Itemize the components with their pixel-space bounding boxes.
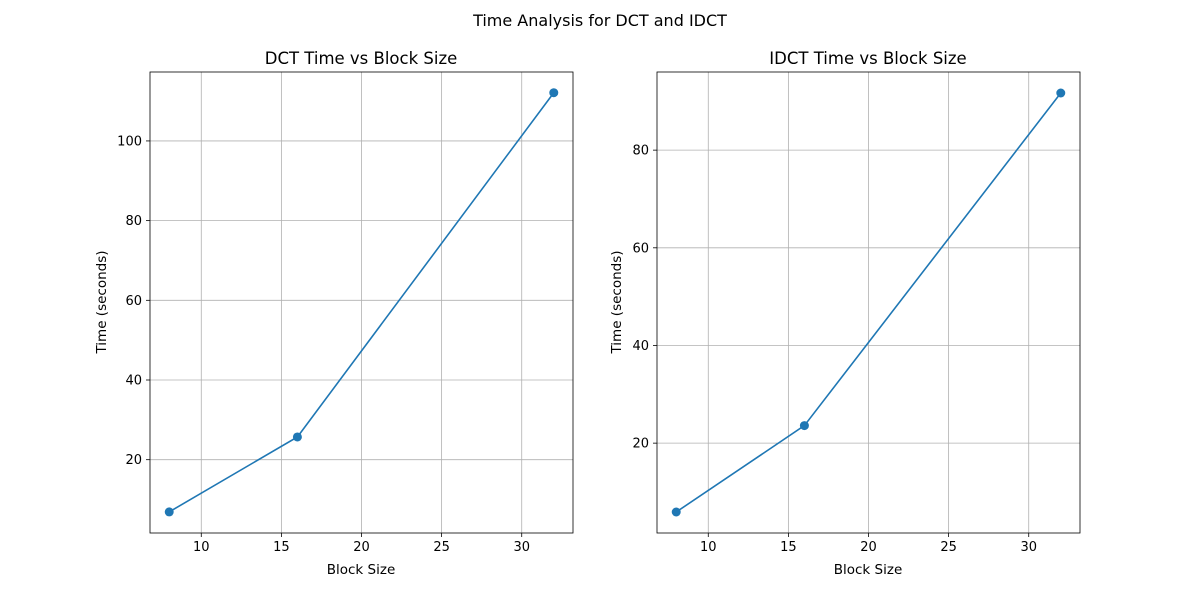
idct-y-axis-label: Time (seconds): [609, 250, 625, 354]
idct-x-tick-label: 25: [940, 540, 957, 555]
dct-data-point: [164, 507, 174, 517]
idct-data-point: [671, 507, 681, 517]
idct-x-tick-label: 20: [860, 540, 877, 555]
idct-y-tick-label: 40: [632, 339, 649, 354]
dct-x-axis-label: Block Size: [327, 562, 396, 578]
idct-y-tick-label: 60: [632, 241, 649, 256]
idct-y-tick-label: 20: [632, 437, 649, 452]
idct-x-tick-label: 10: [700, 540, 717, 555]
idct-data-point: [1056, 88, 1066, 98]
idct-x-axis-label: Block Size: [834, 562, 903, 578]
dct-y-tick-label: 20: [125, 453, 142, 468]
dct-y-axis-label: Time (seconds): [94, 250, 110, 354]
dct-x-tick-label: 20: [353, 540, 370, 555]
figure-title: Time Analysis for DCT and IDCT: [472, 11, 727, 30]
idct-data-point: [799, 421, 809, 431]
dct-data-point: [549, 88, 559, 98]
dct-x-tick-label: 10: [193, 540, 210, 555]
dct-data-point: [292, 432, 302, 442]
dct-chart-panel: DCT Time vs Block Size Block Size Time (…: [94, 49, 574, 578]
idct-chart-panel: IDCT Time vs Block Size Block Size Time …: [609, 49, 1081, 578]
dct-y-tick-label: 100: [117, 134, 142, 149]
dct-y-tick-label: 80: [125, 214, 142, 229]
idct-x-tick-label: 30: [1020, 540, 1037, 555]
dct-x-tick-label: 30: [513, 540, 530, 555]
idct-x-tick-label: 15: [780, 540, 797, 555]
dct-y-tick-label: 40: [125, 373, 142, 388]
idct-y-tick-label: 80: [632, 144, 649, 159]
dct-y-tick-label: 60: [125, 294, 142, 309]
dct-x-tick-label: 25: [433, 540, 450, 555]
dct-chart-title: DCT Time vs Block Size: [265, 49, 458, 68]
idct-chart-title: IDCT Time vs Block Size: [769, 49, 966, 68]
dct-x-tick-label: 15: [273, 540, 290, 555]
